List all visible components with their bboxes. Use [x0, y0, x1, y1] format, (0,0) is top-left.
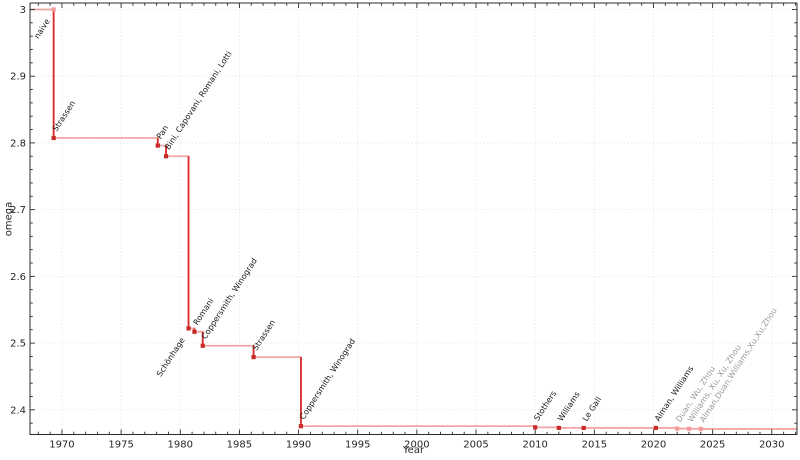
y-tick-label: 2.7 — [10, 205, 26, 216]
data-point — [698, 426, 703, 432]
x-tick-label: 2005 — [463, 440, 488, 451]
data-point — [200, 343, 205, 348]
data-point — [163, 154, 169, 159]
x-tick-label: 1970 — [49, 440, 74, 451]
x-tick-label: 1985 — [227, 440, 252, 451]
data-point — [653, 425, 658, 431]
data-point — [686, 426, 692, 431]
x-tick-label: 2025 — [700, 440, 725, 451]
x-tick-label: 2000 — [404, 440, 429, 451]
x-tick-label: 1995 — [345, 440, 370, 451]
data-point — [581, 425, 586, 431]
data-point — [155, 143, 160, 148]
x-axis-title: Year — [402, 445, 425, 456]
data-point — [192, 329, 197, 334]
data-point — [51, 7, 56, 12]
y-tick-label: 2.9 — [10, 72, 26, 83]
y-axis-title: omega — [3, 201, 15, 237]
data-point — [51, 135, 56, 141]
data-point — [556, 425, 561, 431]
x-tick-label: 1980 — [168, 440, 193, 451]
x-tick-label: 2020 — [641, 440, 666, 451]
data-point — [298, 424, 304, 429]
y-tick-label: 2.8 — [10, 138, 26, 149]
x-tick-label: 2015 — [582, 440, 607, 451]
y-tick-label: 3 — [20, 5, 26, 16]
plot-border — [29, 2, 798, 435]
data-point — [251, 355, 256, 360]
x-tick-label: 2030 — [759, 440, 784, 451]
data-point — [533, 425, 538, 430]
y-tick-label: 2.6 — [10, 272, 26, 283]
x-tick-label: 1990 — [286, 440, 311, 451]
data-point — [186, 326, 191, 331]
y-tick-label: 2.5 — [10, 339, 26, 350]
data-point — [675, 426, 680, 431]
x-tick-label: 1975 — [108, 440, 133, 451]
y-tick-label: 2.4 — [10, 405, 26, 416]
x-tick-label: 2010 — [522, 440, 547, 451]
